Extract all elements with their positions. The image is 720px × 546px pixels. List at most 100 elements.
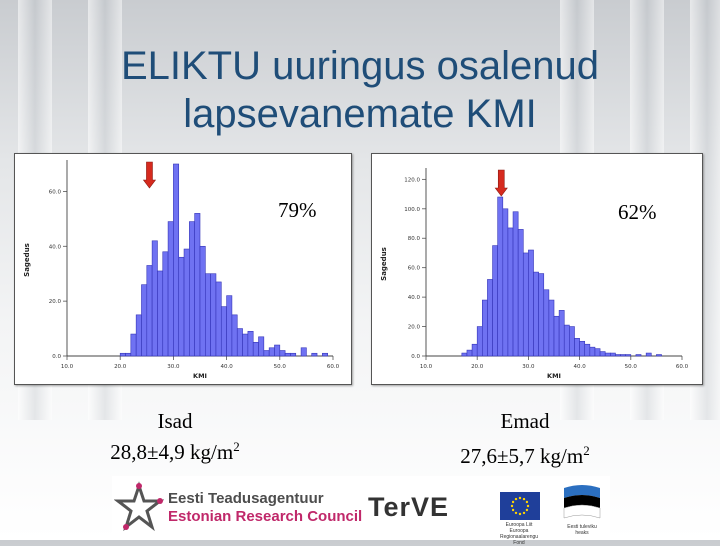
histogram-bar [146, 265, 153, 357]
mothers-label: Emad [500, 409, 550, 433]
slide-title-line2: lapsevanemate KMI [183, 92, 537, 136]
histogram-bar [656, 354, 662, 357]
histogram-bar [130, 333, 137, 357]
x-tick-label: 50.0 [274, 364, 287, 370]
mothers-bmi-value: 27,6±5,7 kg/m2 [460, 443, 590, 468]
histogram-bar [119, 352, 126, 357]
etag-logo-text-en: Estonian Research Council [168, 508, 363, 525]
eu-star [522, 511, 526, 515]
histogram-bar [162, 251, 169, 357]
histogram-bar [543, 289, 550, 357]
y-tick-label: 20.0 [408, 325, 421, 331]
histogram-bar [247, 331, 254, 357]
histogram-bar [466, 349, 473, 357]
histogram-bar [625, 354, 632, 357]
histogram-bar [461, 352, 468, 357]
histogram-bar [215, 281, 222, 357]
histogram-bar [538, 273, 545, 357]
eu-star [518, 512, 522, 516]
histogram-bar [476, 326, 483, 357]
histogram-bar [263, 350, 270, 357]
histogram-bar [522, 252, 529, 357]
x-tick-label: 20.0 [114, 364, 127, 370]
histogram-bar [290, 352, 297, 357]
eu-star [514, 511, 518, 515]
y-tick-label: 40.0 [408, 295, 421, 301]
histogram-bar [279, 350, 286, 357]
slide-title: ELIKTU uuringus osalenud lapsevanemate K… [0, 42, 720, 138]
histogram-bar [284, 352, 291, 357]
histogram-bar [589, 346, 596, 357]
histogram-bar [645, 352, 652, 357]
histogram-bar [135, 314, 142, 357]
y-tick-label: 100.0 [404, 207, 420, 213]
x-tick-label: 10.0 [420, 364, 433, 370]
histogram-bar [178, 256, 185, 357]
histogram-bar [471, 343, 478, 357]
eu-star [522, 497, 526, 501]
fathers-bmi-summary: Isad 28,8±4,9 kg/m2 [70, 408, 280, 465]
sponsor-logo-strip: Eesti Teadusagentuur Estonian Research C… [112, 476, 610, 546]
eu-star [510, 504, 514, 508]
slide-title-line1: ELIKTU uuringus osalenud [120, 44, 600, 88]
y-tick-label: 60.0 [408, 266, 421, 272]
histogram-bar [502, 208, 509, 357]
fathers-overweight-percent: 79% [278, 198, 317, 222]
eu-flag-icon [500, 492, 540, 520]
histogram-bar [173, 163, 180, 357]
eu-star [511, 500, 515, 504]
y-tick-label: 0.0 [52, 354, 61, 360]
x-axis-label: KMI [547, 372, 561, 380]
x-axis-label: KMI [193, 372, 207, 380]
histogram-bar [141, 284, 148, 357]
threshold-arrow [494, 169, 508, 197]
histogram-bar [558, 310, 565, 357]
estonia-flag-icon [563, 485, 601, 519]
histogram-bar [487, 279, 493, 357]
histogram-bar [569, 326, 575, 357]
histogram-bar [210, 273, 217, 357]
histogram-bar [167, 221, 174, 357]
histogram-bar [604, 352, 611, 357]
histogram-bar [157, 270, 164, 357]
eu-star [514, 497, 518, 501]
etag-star-logo [114, 481, 164, 532]
histogram-bar [311, 352, 318, 357]
histogram-bar [492, 245, 498, 357]
histogram-bar [220, 306, 227, 357]
mothers-overweight-percent: 62% [618, 200, 657, 224]
eu-star [525, 508, 529, 512]
histogram-bar [615, 354, 621, 357]
histogram-bar [599, 351, 606, 357]
histogram-bar [574, 338, 580, 357]
eu-caption: Euroopa Liit Euroopa Regionaalarengu Fon… [499, 522, 539, 546]
fathers-histogram: 0.0 20.0 40.0 60.0 10.0 20.0 30.0 40.0 50.0 60.0 K… [23, 160, 340, 380]
histogram-bar [199, 245, 206, 357]
histogram-bar [482, 299, 488, 357]
histogram-bar [507, 227, 514, 357]
eu-star [518, 496, 522, 500]
histogram-bar [183, 248, 190, 357]
y-axis-label: Sagedus [23, 243, 31, 277]
x-tick-label: 40.0 [573, 364, 586, 370]
histogram-bar [594, 348, 601, 357]
histogram-bar [322, 352, 328, 357]
histogram-bar [189, 221, 195, 357]
histogram-bar [125, 352, 132, 357]
terve-logo: TerVE [368, 492, 450, 522]
eu-star [526, 504, 530, 508]
x-tick-label: 30.0 [167, 364, 180, 370]
x-tick-label: 50.0 [625, 364, 638, 370]
histogram-bar [635, 354, 642, 357]
estonia-caption: Eesti tuleviku heaks [567, 524, 597, 536]
histogram-bar [548, 299, 555, 357]
y-tick-label: 40.0 [49, 244, 62, 250]
histogram-bar [268, 347, 275, 357]
y-tick-label: 80.0 [408, 236, 421, 242]
histogram-bar [205, 273, 211, 357]
fathers-histogram-panel: 0.0 20.0 40.0 60.0 10.0 20.0 30.0 40.0 50.0 60.0 K… [14, 153, 352, 385]
fathers-bmi-value: 28,8±4,9 kg/m2 [110, 439, 240, 464]
histogram-bar [620, 354, 626, 357]
x-tick-label: 60.0 [676, 364, 689, 370]
histogram-bar [252, 341, 259, 357]
